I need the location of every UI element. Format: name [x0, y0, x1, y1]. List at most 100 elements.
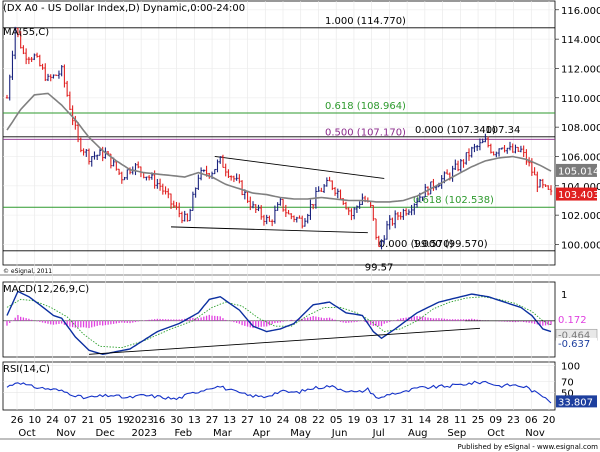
x-tick-label: 28 — [436, 415, 449, 426]
x-month-label: Nov — [56, 428, 76, 439]
x-tick-label: 21 — [82, 415, 95, 426]
x-tick-label: 09 — [489, 415, 502, 426]
rsi-line — [6, 380, 552, 404]
x-tick-label: 19 — [117, 415, 130, 426]
x-tick-label: 31 — [401, 415, 414, 426]
macd-badge-value: -0.637 — [558, 339, 590, 350]
y-tick-label: 110.000 — [561, 94, 600, 105]
price-badge-value: 103.403 — [558, 190, 599, 201]
y-tick-label: 100.000 — [561, 240, 600, 251]
x-month-label: Jul — [372, 428, 385, 439]
x-tick-label: 19 — [348, 415, 361, 426]
panel-frames — [0, 0, 600, 440]
price-annotation: 0.000 (99.570) — [379, 239, 454, 250]
macd-signal-line — [6, 296, 552, 349]
x-month-label: Oct — [18, 428, 35, 439]
x-tick-label: 23 — [507, 415, 520, 426]
x-tick-label: 22 — [312, 415, 325, 426]
x-month-label: May — [290, 428, 311, 439]
y-tick-label: 112.000 — [561, 64, 600, 75]
price-annotation: 99.57 — [365, 263, 394, 274]
x-tick-label: 17 — [383, 415, 396, 426]
price-badge — [556, 163, 597, 177]
x-month-label: Apr — [253, 428, 271, 439]
ma-legend-label: MA(55,C) — [3, 27, 49, 38]
macd-badge-value: -0.464 — [558, 330, 590, 341]
x-tick-label: 25 — [472, 415, 485, 426]
copyright-label: © eSignal, 2011 — [3, 268, 52, 275]
x-tick-label: 10 — [28, 415, 41, 426]
macd-y-tick-label: 1 — [561, 290, 567, 301]
macd-line — [6, 290, 552, 356]
level-label: 1.000 (99.570) — [413, 239, 488, 250]
rsi-panel — [6, 380, 552, 404]
x-month-label: Dec — [95, 428, 114, 439]
rsi-y-tick-label: 50 — [561, 389, 574, 400]
price-annotation: 107.34 — [485, 125, 520, 136]
level-label: 0.000 (107.340) — [415, 125, 496, 136]
y-tick-label: 104.000 — [561, 182, 600, 193]
x-tick-label: 05 — [330, 415, 343, 426]
chart-title: (DX A0 - US Dollar Index,D) Dynamic,0:00… — [3, 3, 245, 14]
rsi-title: RSI(14,C) — [3, 364, 50, 375]
price-frame — [2, 0, 556, 266]
x-tick-label: 24 — [46, 415, 59, 426]
rsi-y-tick-label: 70 — [561, 378, 574, 389]
x-month-label: Aug — [408, 428, 428, 439]
x-tick-label: 2023 — [128, 415, 153, 426]
published-label: Published by eSignal - www.esignal.com — [458, 443, 599, 451]
x-tick-label: 11 — [454, 415, 467, 426]
x-tick-label: 05 — [99, 415, 112, 426]
x-tick-label: 07 — [64, 415, 77, 426]
ma-line — [6, 92, 552, 203]
macd-title: MACD(12,26,9,C) — [3, 284, 89, 295]
x-tick-label: 13 — [188, 415, 201, 426]
x-tick-label: 08 — [294, 415, 307, 426]
rsi-badge — [556, 395, 597, 408]
price-panel: 1.000 (114.770) 0.618 (108.964) 0.000 (107… — [3, 16, 555, 274]
y-tick-label: 114.000 — [561, 35, 600, 46]
level-label: 0.618 (108.964) — [325, 101, 406, 112]
x-tick-label: 27 — [206, 415, 219, 426]
x-tick-label: 24 — [277, 415, 290, 426]
y-tick-label: 106.000 — [561, 152, 600, 163]
macd-badge — [556, 314, 597, 326]
x-month-label: 2023 — [132, 428, 157, 439]
x-tick-label: 26 — [11, 415, 24, 426]
level-label: 1.000 (114.770) — [325, 16, 406, 27]
x-tick-label: 06 — [525, 415, 538, 426]
y-tick-label: 116.000 — [561, 6, 600, 17]
macd-badge — [556, 337, 597, 349]
price-trendline — [214, 156, 385, 179]
rsi-badge-value: 33.807 — [558, 397, 593, 408]
macd-frame — [2, 281, 556, 358]
level-label: 0.618 (102.538) — [413, 195, 494, 206]
rsi-y-tick-label: 100 — [561, 361, 580, 372]
x-month-label: Oct — [487, 428, 504, 439]
level-label: 0.500 (107.170) — [325, 127, 406, 138]
price-badge-value: 105.014 — [558, 166, 599, 177]
badge-layer: 105.014 103.403 0.172 -0.464-0.637 33.807 — [555, 163, 599, 408]
x-tick-label: 16 — [152, 415, 165, 426]
x-month-label: Sep — [447, 428, 466, 439]
x-tick-label: 27 — [241, 415, 254, 426]
y-tick-label: 102.000 — [561, 211, 600, 222]
macd-panel — [3, 290, 555, 356]
price-badge — [556, 187, 597, 201]
x-tick-label: 03 — [365, 415, 378, 426]
x-tick-label: 20 — [543, 415, 556, 426]
macd-trendline — [88, 327, 481, 355]
x-tick-label: 14 — [418, 415, 431, 426]
x-month-label: Mar — [213, 428, 233, 439]
price-trendline — [171, 226, 368, 234]
x-month-label: Feb — [174, 428, 192, 439]
x-month-label: Nov — [525, 428, 545, 439]
y-tick-label: 108.000 — [561, 123, 600, 134]
macd-badge-value: 0.172 — [558, 315, 587, 326]
x-tick-label: 13 — [223, 415, 236, 426]
x-tick-label: 10 — [259, 415, 272, 426]
x-month-label: Jun — [331, 428, 348, 439]
